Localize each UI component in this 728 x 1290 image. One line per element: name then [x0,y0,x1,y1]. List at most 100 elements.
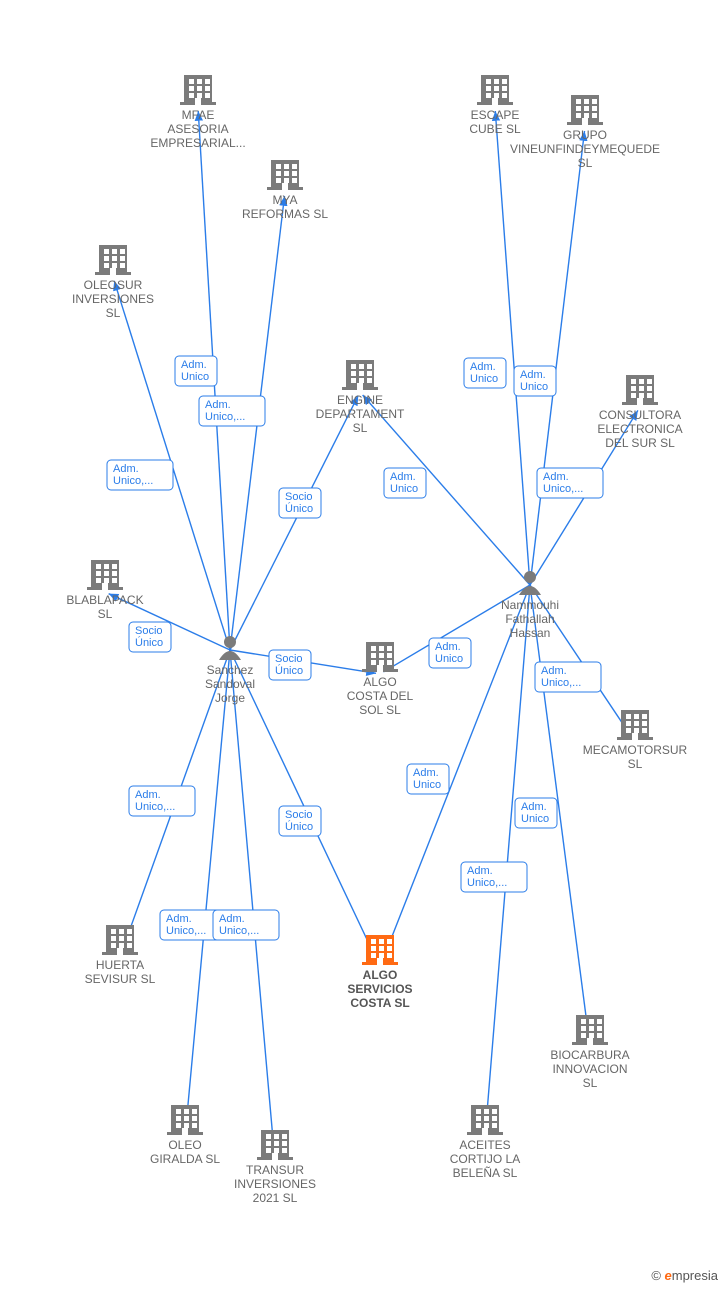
svg-text:Adm.: Adm. [205,399,231,411]
node-label: BIOCARBURA [550,1048,629,1062]
company-node[interactable]: TRANSURINVERSIONES2021 SL [234,1130,316,1205]
node-label: Jorge [215,691,245,705]
company-node[interactable]: ACEITESCORTIJO LABELEÑA SL [450,1105,520,1180]
company-node[interactable]: MECAMOTORSURSL [583,710,688,771]
company-node[interactable]: ALGOSERVICIOSCOSTA SL [347,935,412,1010]
svg-text:Socio: Socio [135,625,163,637]
svg-text:Adm.: Adm. [541,665,567,677]
edge-label: Adm.Unico [514,366,556,396]
edge-label: Adm.Unico,... [535,662,601,692]
node-label: GIRALDA SL [150,1152,220,1166]
node-label: SERVICIOS [347,982,412,996]
node-label: ALGO [363,675,396,689]
edge-label: SocioÚnico [279,806,321,836]
svg-text:Adm.: Adm. [521,801,547,813]
edge-label: Adm.Unico,... [199,396,265,426]
edge [495,111,530,585]
svg-text:Adm.: Adm. [390,471,416,483]
svg-text:Adm.: Adm. [413,767,439,779]
edge [185,650,230,1133]
node-label: INNOVACION [552,1062,627,1076]
node-label: Hassan [510,626,551,640]
company-node[interactable]: OLEOGIRALDA SL [150,1105,220,1166]
svg-text:Unico,...: Unico,... [205,411,245,423]
svg-text:Unico,...: Unico,... [219,925,259,937]
node-label: CUBE SL [469,122,521,136]
company-node[interactable]: ALGOCOSTA DELSOL SL [347,642,414,717]
node-label: ASESORIA [167,122,228,136]
node-label: INVERSIONES [72,292,154,306]
company-node[interactable]: GRUPOVINEUNFINDEYMEQUEDESL [510,95,660,170]
edge-label: Adm.Unico [384,468,426,498]
svg-text:Unico,...: Unico,... [543,483,583,495]
edge-label: SocioÚnico [279,488,321,518]
company-node[interactable]: ENGINEDEPARTAMENTSL [316,360,405,435]
node-label: DEPARTAMENT [316,407,405,421]
svg-text:Adm.: Adm. [219,913,245,925]
edge-label: Adm.Unico [429,638,471,668]
node-label: GRUPO [563,128,607,142]
node-label: COSTA SL [350,996,409,1010]
node-label: MECAMOTORSUR [583,743,688,757]
svg-text:Unico: Unico [521,813,549,825]
edge-label: Adm.Unico,... [537,468,603,498]
node-label: SOL SL [359,703,401,717]
svg-text:Adm.: Adm. [181,359,207,371]
svg-text:Unico: Unico [520,381,548,393]
node-label: TRANSUR [246,1163,304,1177]
edge-label: Adm.Unico [515,798,557,828]
node-label: SL [106,306,121,320]
svg-text:Adm.: Adm. [543,471,569,483]
node-label: SL [353,421,368,435]
svg-text:Unico: Unico [390,483,418,495]
company-node[interactable]: MFAEASESORIAEMPRESARIAL... [150,75,245,150]
svg-text:Único: Único [275,664,303,677]
node-label: OLEOSUR [84,278,143,292]
person-node[interactable]: NammouhiFathallahHassan [501,571,559,640]
edge-label: SocioÚnico [269,650,311,680]
person-node[interactable]: SanchezSandovalJorge [205,636,255,705]
company-node[interactable]: HUERTASEVISUR SL [85,925,156,986]
company-node[interactable]: ESCAPECUBE SL [469,75,521,136]
network-diagram: Adm.UnicoAdm.Unico,...Adm.Unico,...Socio… [0,0,728,1290]
copyright-text: © empresia [651,1268,718,1283]
company-node[interactable]: CONSULTORAELECTRONICADEL SUR SL [597,375,682,450]
node-label: ELECTRONICA [597,422,682,436]
company-node[interactable]: BIOCARBURAINNOVACIONSL [550,1015,629,1090]
node-label: SL [98,607,113,621]
node-label: CONSULTORA [599,408,681,422]
node-label: ALGO [363,968,398,982]
node-label: EMPRESARIAL... [150,136,245,150]
node-label: DEL SUR SL [605,436,675,450]
node-label: REFORMAS SL [242,207,328,221]
svg-text:Adm.: Adm. [467,865,493,877]
edge [485,585,530,1133]
node-label: COSTA DEL [347,689,414,703]
node-label: ENGINE [337,393,383,407]
company-node[interactable]: OLEOSURINVERSIONESSL [72,245,154,320]
company-node[interactable]: MYAREFORMAS SL [242,160,328,221]
copyright: © empresia [651,1268,718,1283]
edge [230,396,358,650]
node-label: HUERTA [96,958,144,972]
company-node[interactable]: BLABLAPACKSL [66,560,143,621]
edge-label: Adm.Unico,... [461,862,527,892]
svg-text:Adm.: Adm. [470,361,496,373]
node-label: 2021 SL [253,1191,298,1205]
svg-text:Unico,...: Unico,... [541,677,581,689]
svg-text:Unico: Unico [470,373,498,385]
edge [530,131,585,585]
svg-text:Adm.: Adm. [113,463,139,475]
node-label: Nammouhi [501,598,559,612]
svg-text:Unico,...: Unico,... [113,475,153,487]
svg-text:Unico: Unico [435,653,463,665]
svg-text:Unico: Unico [181,371,209,383]
edge-label: Adm.Unico [407,764,449,794]
node-label: SEVISUR SL [85,972,156,986]
svg-text:Único: Único [285,502,313,515]
svg-text:Adm.: Adm. [135,789,161,801]
node-label: VINEUNFINDEYMEQUEDE [510,142,660,156]
node-label: ESCAPE [471,108,520,122]
svg-text:Unico,...: Unico,... [166,925,206,937]
svg-text:Unico,...: Unico,... [467,877,507,889]
